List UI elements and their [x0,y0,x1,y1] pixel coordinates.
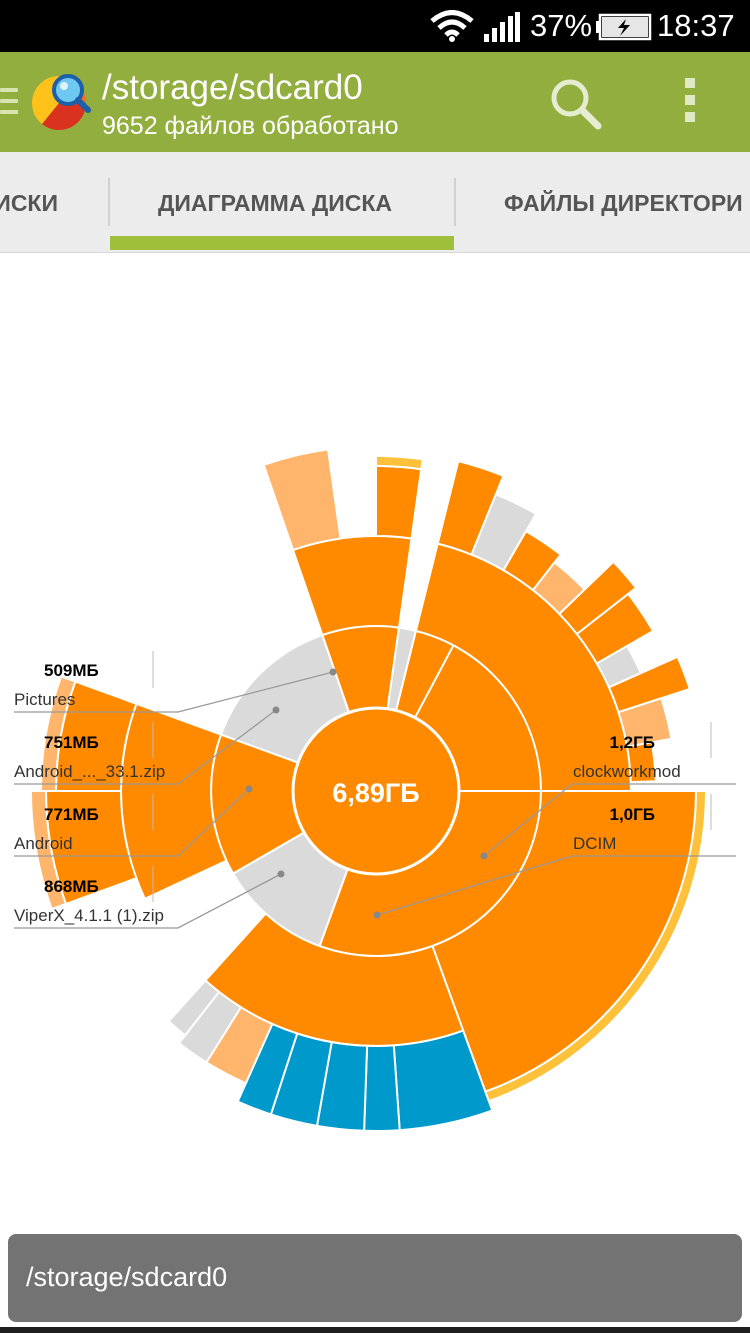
wifi-icon [430,10,474,42]
label-name: Pictures [14,690,75,709]
chart-segment[interactable] [39,675,77,792]
battery-charging-icon [596,13,652,41]
label-size: 751МБ [44,733,99,752]
action-bar-subtitle: 9652 файлов обработано [102,112,399,140]
label-size: 509МБ [44,661,99,680]
tab-divider [454,178,456,226]
chart-segment[interactable] [167,979,221,1037]
action-bar-title: /storage/sdcard0 [102,68,363,107]
chart-segment[interactable] [120,702,228,901]
current-path-text: /storage/sdcard0 [26,1262,228,1292]
chart-segment[interactable] [291,535,413,637]
label-size: 1,0ГБ [610,805,656,824]
search-icon[interactable] [548,76,604,132]
chart-segment[interactable] [625,741,657,784]
label-name: ViperX_4.1.1 (1).zip [14,906,164,925]
status-bar: 37% 18:37 [0,0,750,52]
disk-sunburst-chart[interactable]: 6,89ГБ 509МБ Pictures 751МБ Android_..._… [0,252,750,1222]
tab-selected-indicator [110,236,454,250]
label-name: Android [14,834,73,853]
action-bar: /storage/sdcard0 9652 файлов обработано [0,52,750,152]
chart-segment[interactable] [484,790,708,1103]
tab-disk-diagram[interactable]: ДИАГРАММА ДИСКА [158,190,392,216]
label-size: 868МБ [44,877,99,896]
center-disk[interactable] [291,706,461,876]
label-android-zip[interactable]: 751МБ Android_..._33.1.zip [14,706,280,785]
label-name: DCIM [573,834,616,853]
label-pictures[interactable]: 509МБ Pictures [14,651,337,713]
label-size: 1,2ГБ [610,733,656,752]
label-name: clockworkmod [573,762,681,781]
center-total-size: 6,89ГБ [332,778,419,808]
label-viperx-zip[interactable]: 868МБ ViperX_4.1.1 (1).zip [14,866,285,929]
signal-icon [484,12,520,42]
chart-segments[interactable] [29,448,708,1132]
bottom-divider [0,1327,750,1333]
tab-directory-files[interactable]: ФАЙЛЫ ДИРЕКТОРИ [504,190,743,216]
tab-disks[interactable]: ИСКИ [0,190,58,216]
overflow-menu-icon[interactable] [680,78,700,129]
chart-segment[interactable] [262,448,342,552]
label-android[interactable]: 771МБ Android [14,785,253,857]
chart-segment[interactable] [375,464,423,540]
app-logo-icon[interactable] [30,70,92,132]
current-path-bar[interactable]: /storage/sdcard0 [8,1234,742,1322]
label-clockworkmod[interactable]: 1,2ГБ clockworkmod [480,722,737,860]
label-size: 771МБ [44,805,99,824]
chart-segment[interactable] [375,454,424,471]
battery-percent: 37% [530,8,593,43]
clock: 18:37 [657,8,735,43]
drawer-icon[interactable] [0,88,18,121]
chart-segment[interactable] [363,1044,401,1132]
label-name: Android_..._33.1.zip [14,762,165,781]
tab-divider [108,178,110,226]
label-dcim[interactable]: 1,0ГБ DCIM [373,794,737,919]
